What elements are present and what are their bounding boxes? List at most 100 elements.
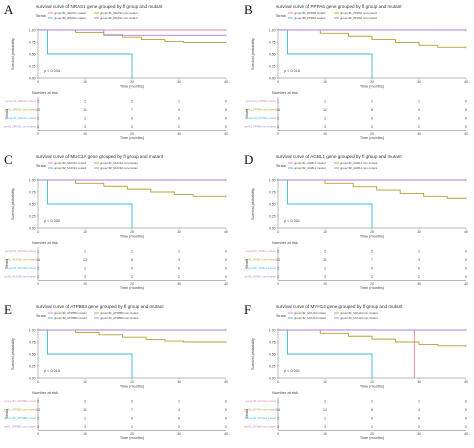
risk-cell: 12 [323,108,327,112]
risk-cell: 2 [371,275,373,279]
risk-cell: 7 [131,108,133,112]
x-tick-label: 0 [277,230,279,234]
risk-cell: 2 [131,399,133,403]
risk-cell: 0 [225,408,227,412]
risk-cell: 0 [465,425,467,429]
risk-cell: 3 [324,125,326,129]
x-axis-label: Time (months) [360,385,385,389]
y-tick-label: 0.25 [29,364,36,368]
panel-letter: C [4,152,13,167]
risk-x-tick-label: 20 [370,432,374,436]
risk-cell: 2 [84,99,86,103]
legend-title: Strata [276,164,286,168]
risk-x-tick-label: 30 [177,282,181,286]
y-tick-label: 0.50 [29,352,36,356]
risk-cell: 0 [418,266,420,270]
risk-cell: 2 [324,249,326,253]
risk-cell: 2 [418,275,420,279]
risk-row-label: group=fl1_ATP8B3 non-mutant [4,408,36,412]
risk-x-tick-label: 30 [417,132,421,136]
x-tick-label: 40 [464,380,468,384]
risk-cell: 0 [225,258,227,262]
risk-row-label: group=fl2_MUC3A mutant [5,266,36,270]
risk-cell: 7 [371,258,373,262]
legend-entry: group=fl2_ATP8B3 mutant [54,316,87,320]
x-tick-label: 40 [464,80,468,84]
y-tick-label: 0.50 [269,352,276,356]
p-value: p = 0.030 [44,219,60,223]
risk-cell: 1 [178,249,180,253]
risk-cell: 0 [225,266,227,270]
legend-entry: group=fl1_MUC3A non-mutant [100,161,138,165]
risk-cell: 0 [465,116,467,120]
y-tick-label: 1.00 [269,178,276,182]
risk-cell: 2 [131,425,133,429]
panel-letter: A [4,2,14,17]
risk-x-axis-label: Time (months) [120,136,145,140]
x-axis-label: Time (months) [120,85,145,89]
series-line-2 [278,179,466,199]
risk-x-tick-label: 10 [323,132,327,136]
series-line-2 [278,329,466,347]
risk-cell: 1 [371,399,373,403]
risk-cell: 0 [465,125,467,129]
risk-cell: 0 [465,416,467,420]
risk-cell: 1 [324,99,326,103]
y-tick-label: 0.25 [269,364,276,368]
risk-x-tick-label: 10 [83,432,87,436]
legend-entry: group=fl2_ATP8B3 non-mutant [100,316,139,320]
risk-cell: 1 [324,416,326,420]
risk-x-tick-label: 20 [370,282,374,286]
risk-y-label: Strata [245,409,249,419]
y-tick-label: 0.75 [269,190,276,194]
risk-x-tick-label: 40 [224,432,228,436]
x-tick-label: 20 [370,380,374,384]
risk-cell: 1 [84,416,86,420]
x-tick-label: 10 [83,380,87,384]
risk-row-label: group=fl2_ATP8B3 mutant [4,416,36,420]
x-tick-label: 40 [224,380,228,384]
risk-cell: 0 [225,108,227,112]
p-value: p = 0.019 [44,369,60,373]
risk-x-tick-label: 30 [177,132,181,136]
risk-x-tick-label: 0 [277,432,279,436]
y-tick-label: 0.00 [269,226,276,230]
panel-letter: F [244,302,252,317]
y-tick-label: 0.00 [269,376,276,380]
km-plot-svg: Strata group=fl1_NRAS1 mutant group=fl1_NR… [4,11,228,140]
risk-cell: 0 [225,125,227,129]
x-tick-label: 0 [37,380,39,384]
x-tick-label: 40 [464,230,468,234]
risk-cell: 1 [84,266,86,270]
risk-row-label: group=fl2_NRAS1 non-mutant [4,125,36,129]
y-axis-label: Survival probability [251,338,255,370]
p-value: p = 0.001 [284,219,300,223]
series-line-2 [38,329,226,343]
legend-entry: group=fl2_PPPA6 mutant [294,16,326,20]
panel-title: survival curve of AGBL1 gene grouped by … [276,154,402,159]
y-tick-label: 0.00 [269,76,276,80]
y-tick-label: 0.25 [29,214,36,218]
legend-entry: group=fl1_NRAS1 mutant [54,11,86,15]
x-tick-label: 0 [277,380,279,384]
legend-entry: group=fl1_MUC3A mutant [54,161,86,165]
x-axis-label: Time (months) [120,385,145,389]
y-tick-label: 0.00 [29,376,36,380]
risk-table-title: Number at risk [272,90,298,95]
risk-cell: 1 [324,266,326,270]
series-line-2 [38,179,226,197]
risk-cell: 2 [131,275,133,279]
risk-cell: 2 [178,125,180,129]
risk-cell: 1 [178,399,180,403]
risk-cell: 3 [324,425,326,429]
y-tick-label: 0.50 [29,52,36,56]
legend-title: Strata [276,314,286,318]
risk-x-tick-label: 10 [323,282,327,286]
y-tick-label: 1.00 [269,28,276,32]
risk-row-label: group=fl1_MYH14 mutant [245,399,276,403]
risk-row-label: group=fl2_MYH14 non-mutant [244,425,276,429]
series-line-4 [38,29,226,36]
risk-y-label: Strata [245,109,249,119]
